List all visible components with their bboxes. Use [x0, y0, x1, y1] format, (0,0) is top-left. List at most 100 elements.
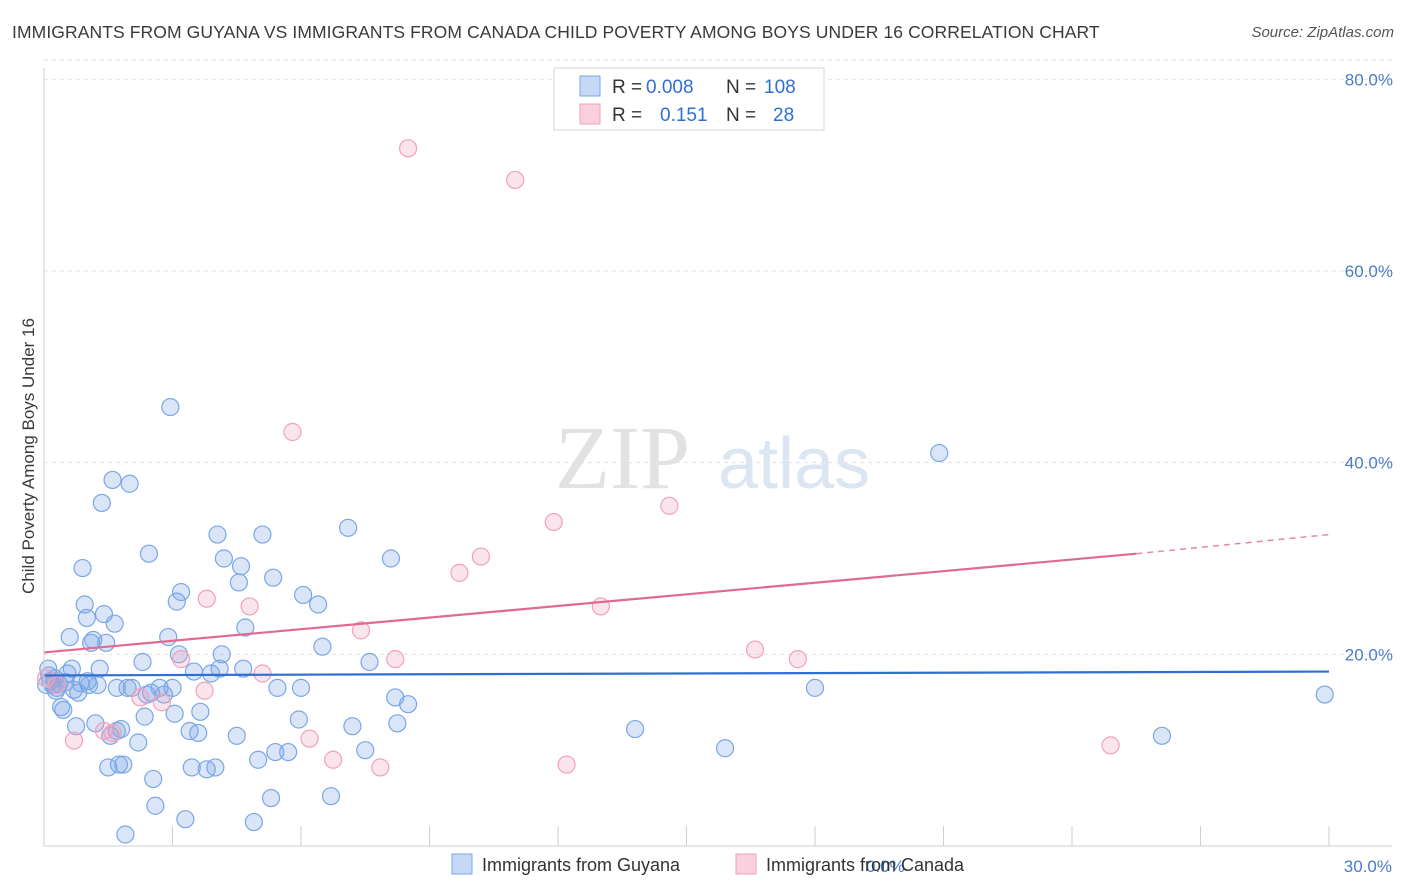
guyana-point-25 [92, 493, 111, 513]
guyana-point-97 [625, 719, 645, 739]
guyana-point-51 [161, 397, 180, 417]
grid-lines [44, 59, 1392, 655]
source-label: Source: ZipAtlas.com [1251, 24, 1394, 41]
canada-point-27 [788, 650, 807, 669]
x-tick-label-min: 0.0% [866, 857, 905, 876]
guyana-point-106 [78, 672, 97, 691]
guyana-point-24 [90, 659, 109, 678]
canada-point-20 [471, 547, 490, 566]
guyana-point-32 [107, 678, 126, 697]
guyana-point-91 [356, 741, 375, 760]
trend-line-canada-extension [1136, 533, 1330, 555]
canada-point-2 [64, 731, 84, 750]
x-axis-ticks [172, 826, 1330, 846]
legend-swatch-guyana [451, 853, 473, 875]
trend-lines [43, 533, 1330, 677]
canada-point-18 [398, 139, 418, 158]
guyana-point-27 [97, 633, 116, 652]
stats-n-label-guyana: N = [726, 77, 756, 98]
guyana-point-42 [135, 707, 154, 726]
series-guyana-points [37, 397, 1334, 844]
canada-point-15 [351, 621, 371, 640]
guyana-point-78 [261, 788, 281, 808]
guyana-point-56 [171, 582, 191, 602]
y-tick-label-1: 40.0% [1345, 454, 1393, 473]
y-axis-tick-labels: 20.0% 40.0% 60.0% 80.0% [1345, 70, 1393, 664]
guyana-point-41 [133, 652, 152, 672]
guyana-point-30 [103, 470, 122, 490]
guyana-point-6 [52, 697, 71, 717]
guyana-point-85 [294, 585, 313, 605]
series-canada-points [37, 139, 1120, 777]
stats-legend: R = 0.008 N = 108 R = 0.151 N = 28 [553, 67, 825, 131]
guyana-point-11 [62, 659, 81, 678]
canada-point-13 [300, 729, 319, 748]
guyana-point-62 [191, 702, 210, 721]
guyana-point-86 [309, 595, 328, 614]
guyana-point-100 [930, 443, 949, 463]
guyana-point-50 [159, 627, 178, 647]
guyana-point-70 [227, 726, 246, 745]
legend-label-canada: Immigrants from Canada [766, 855, 965, 875]
guyana-point-84 [291, 678, 311, 697]
guyana-point-83 [289, 710, 308, 729]
canada-point-14 [324, 750, 343, 769]
canada-point-6 [152, 693, 171, 712]
guyana-point-67 [210, 659, 229, 678]
guyana-point-40 [129, 733, 148, 752]
guyana-point-65 [206, 758, 225, 777]
y-tick-label-2: 60.0% [1345, 262, 1393, 281]
guyana-point-99 [805, 678, 825, 697]
canada-point-9 [197, 589, 216, 608]
canada-point-7 [171, 650, 191, 669]
stats-r-label-canada: R = [612, 105, 642, 126]
guyana-point-88 [321, 787, 341, 806]
stats-r-label-guyana: R = [612, 77, 642, 98]
guyana-point-53 [165, 704, 184, 723]
guyana-point-101 [1152, 726, 1172, 745]
guyana-point-16 [73, 558, 92, 578]
canada-point-11 [253, 664, 272, 683]
guyana-point-54 [167, 592, 186, 611]
guyana-point-69 [214, 549, 233, 568]
canada-point-28 [1101, 736, 1120, 755]
canada-point-12 [283, 422, 302, 442]
stats-r-value-canada: 0.151 [660, 105, 708, 126]
canada-point-26 [745, 640, 765, 659]
stats-n-value-canada: 28 [773, 105, 794, 126]
guyana-point-13 [67, 717, 86, 736]
guyana-point-77 [253, 525, 272, 544]
y-tick-label-0: 20.0% [1345, 645, 1393, 664]
guyana-point-33 [109, 755, 129, 774]
guyana-point-46 [144, 769, 163, 789]
canada-point-5 [131, 688, 150, 707]
guyana-point-74 [236, 618, 255, 637]
chart-title: IMMIGRANTS FROM GUYANA VS IMMIGRANTS FRO… [12, 22, 1100, 42]
guyana-point-93 [381, 549, 401, 568]
y-tick-label-3: 80.0% [1345, 70, 1393, 89]
guyana-point-82 [279, 742, 298, 762]
guyana-point-75 [244, 812, 263, 832]
stats-swatch-canada [579, 103, 601, 125]
legend-swatch-canada [735, 853, 757, 875]
guyana-point-89 [339, 518, 358, 537]
guyana-point-18 [77, 608, 96, 628]
guyana-point-79 [264, 568, 283, 587]
guyana-point-47 [146, 796, 165, 815]
guyana-point-90 [343, 717, 362, 736]
guyana-point-37 [118, 678, 137, 697]
guyana-point-7 [54, 700, 73, 720]
watermark-atlas: atlas [718, 424, 870, 504]
guyana-point-80 [266, 742, 285, 762]
guyana-point-10 [60, 627, 79, 647]
guyana-point-66 [208, 525, 227, 544]
stats-n-label-canada: N = [726, 105, 756, 126]
guyana-point-76 [249, 750, 268, 769]
guyana-point-44 [139, 544, 159, 563]
canada-point-23 [557, 755, 576, 774]
guyana-point-35 [114, 755, 133, 774]
canada-point-17 [386, 650, 405, 669]
guyana-point-64 [201, 664, 221, 683]
guyana-point-92 [360, 652, 379, 672]
